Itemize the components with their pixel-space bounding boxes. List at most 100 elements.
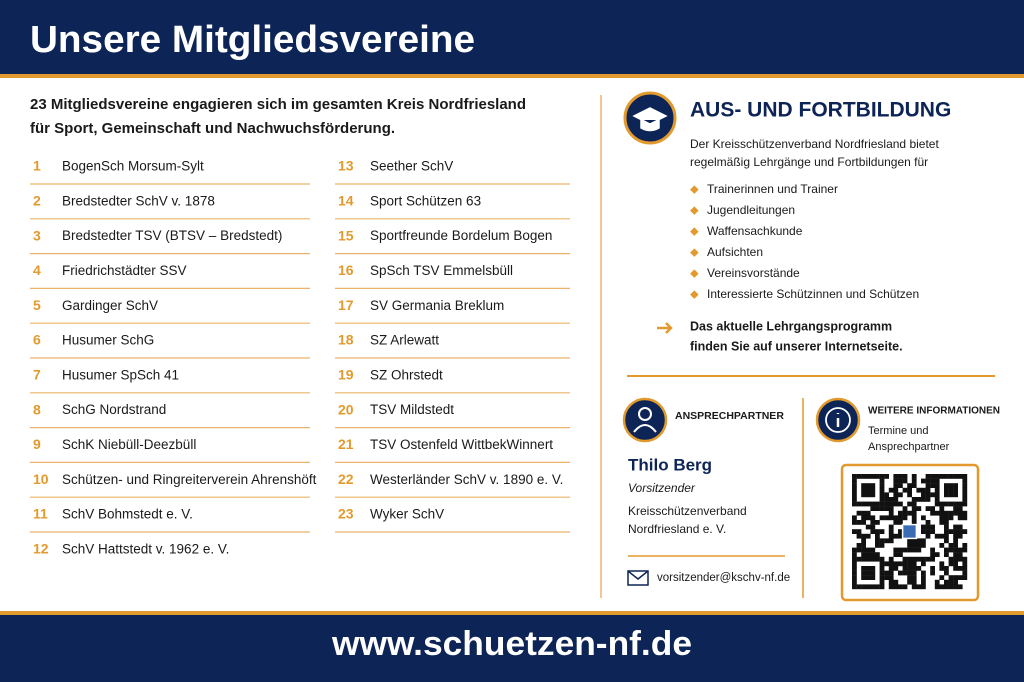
qr-module — [902, 566, 908, 571]
qr-module — [856, 474, 862, 479]
qr-module — [865, 487, 871, 493]
club-number: 13 — [338, 158, 354, 174]
qr-module — [865, 515, 871, 521]
qr-module — [934, 552, 940, 557]
club-number: 19 — [338, 367, 354, 383]
qr-module — [911, 515, 917, 521]
qr-module — [898, 483, 903, 488]
training-text: regelmäßig Lehrgänge und Fortbildungen f… — [690, 155, 928, 169]
bullet-marker — [690, 206, 699, 215]
qr-module — [962, 478, 968, 484]
qr-module — [953, 575, 958, 580]
qr-module — [870, 529, 876, 534]
qr-module — [884, 492, 889, 498]
footer-stripe — [0, 611, 1024, 615]
qr-module — [948, 561, 954, 567]
qr-module — [884, 561, 889, 567]
qr-module — [879, 492, 885, 498]
qr-module — [944, 487, 949, 493]
qr-module — [902, 506, 908, 511]
info-heading: WEITERE INFORMATIONEN — [868, 406, 1000, 417]
qr-module — [870, 501, 876, 507]
qr-module — [953, 543, 958, 548]
training-bullet: Waffensachkunde — [707, 224, 803, 238]
intro-line: für Sport, Gemeinschaft und Nachwuchsför… — [30, 120, 395, 137]
contact-email[interactable]: vorsitzender@kschv-nf.de — [657, 572, 790, 584]
qr-module — [907, 556, 912, 562]
qr-module — [893, 579, 899, 585]
qr-module — [884, 570, 889, 576]
qr-module — [948, 584, 954, 590]
club-number: 9 — [33, 436, 41, 452]
qr-module — [925, 474, 931, 479]
qr-module — [911, 570, 917, 576]
qr-module — [879, 497, 885, 502]
qr-module — [944, 474, 949, 479]
qr-module — [870, 584, 876, 590]
qr-module — [902, 561, 908, 567]
qr-module — [898, 515, 903, 521]
qr-module — [865, 552, 871, 557]
club-name: Seether SchV — [370, 159, 453, 174]
qr-module — [888, 538, 894, 544]
bullet-marker — [690, 248, 699, 257]
qr-module — [921, 543, 926, 548]
club-name: SchV Hattstedt v. 1962 e. V. — [62, 541, 229, 556]
qr-module — [921, 561, 926, 567]
qr-module — [930, 552, 935, 557]
qr-module — [962, 547, 968, 553]
qr-module — [861, 515, 866, 521]
qr-module — [875, 584, 880, 590]
qr-module — [925, 533, 931, 539]
qr-module — [962, 543, 968, 548]
qr-module — [939, 515, 945, 521]
qr-module — [907, 492, 912, 498]
person-icon — [633, 424, 657, 433]
qr-module — [879, 487, 885, 493]
qr-module — [893, 497, 899, 502]
club-name: Schützen- und Ringreiterverein Ahrenshöf… — [62, 472, 317, 487]
club-number: 7 — [33, 367, 41, 383]
qr-module — [888, 510, 894, 516]
intro-line: 23 Mitgliedsvereine engagieren sich im g… — [30, 96, 526, 113]
qr-module — [944, 501, 949, 507]
qr-module — [921, 515, 926, 521]
qr-module — [925, 556, 931, 562]
qr-module — [962, 510, 968, 516]
club-number: 17 — [338, 297, 354, 313]
qr-module — [930, 474, 935, 479]
training-bullet: Trainerinnen und Trainer — [707, 182, 838, 196]
qr-module — [888, 487, 894, 493]
club-number: 15 — [338, 227, 354, 243]
qr-module — [893, 487, 899, 493]
qr-code[interactable] — [852, 474, 968, 590]
bullet-marker — [690, 290, 699, 299]
training-note: Das aktuelle Lehrgangsprogramm — [690, 319, 892, 333]
qr-module — [865, 474, 871, 479]
arrow-icon — [657, 322, 673, 334]
qr-module — [898, 533, 903, 539]
qr-module — [911, 510, 917, 516]
club-name: BogenSch Morsum-Sylt — [62, 159, 204, 174]
qr-module — [861, 510, 866, 516]
bullet-marker — [690, 269, 699, 278]
qr-module — [852, 474, 857, 479]
qr-module — [852, 487, 857, 493]
qr-module — [861, 556, 866, 562]
club-number: 18 — [338, 332, 354, 348]
qr-module — [898, 529, 903, 534]
qr-module — [939, 501, 945, 507]
qr-module — [907, 561, 912, 567]
qr-module — [861, 543, 866, 548]
qr-module — [957, 515, 963, 521]
qr-module — [957, 556, 963, 562]
qr-module — [865, 575, 871, 580]
qr-module — [893, 474, 899, 479]
qr-module — [870, 515, 876, 521]
qr-module — [893, 561, 899, 567]
qr-module — [856, 547, 862, 553]
footer-url[interactable]: www.schuetzen-nf.de — [331, 625, 692, 663]
qr-module — [953, 547, 958, 553]
qr-module — [884, 497, 889, 502]
qr-module — [939, 561, 945, 567]
